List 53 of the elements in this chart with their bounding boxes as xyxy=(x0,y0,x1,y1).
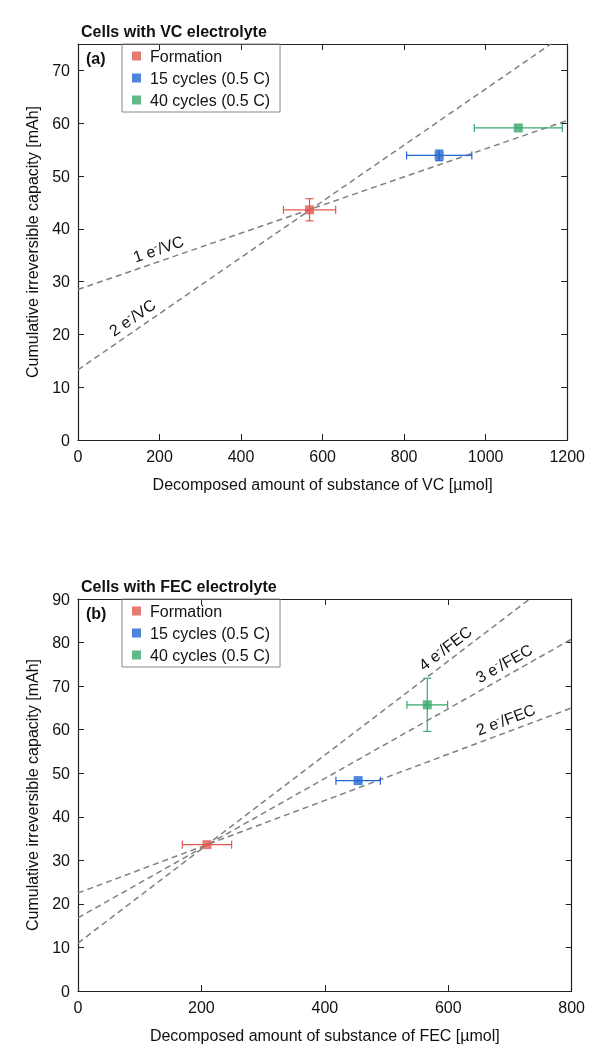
legend-label: 40 cycles (0.5 C) xyxy=(150,646,271,664)
y-tick-label: 70 xyxy=(52,677,71,695)
annotation: 2 e-/FEC xyxy=(473,700,538,739)
x-tick-label: 1000 xyxy=(467,447,504,465)
y-tick-label: 70 xyxy=(52,61,71,79)
y-tick-label: 30 xyxy=(52,851,71,869)
annotation: 1 e-/VC xyxy=(131,232,186,266)
x-tick-label: 0 xyxy=(73,998,83,1016)
y-tick-label: 50 xyxy=(52,167,71,185)
y-tick-label: 60 xyxy=(52,114,71,132)
legend-label: Formation xyxy=(150,602,223,620)
chart-title: Cells with VC electrolyte xyxy=(81,22,267,40)
y-tick-label: 0 xyxy=(61,431,71,449)
x-tick-label: 600 xyxy=(309,447,337,465)
x-axis-title: Decomposed amount of substance of VC [µmol] xyxy=(152,475,493,493)
y-tick-label: 80 xyxy=(52,634,71,652)
legend-label: 40 cycles (0.5 C) xyxy=(150,91,271,109)
y-tick-label: 40 xyxy=(52,220,71,238)
y-axis-title: Cumulative irreversible capacity [mAh] xyxy=(23,105,41,379)
x-tick-label: 1200 xyxy=(549,447,586,465)
x-tick-label: 0 xyxy=(73,447,83,465)
y-tick-label: 50 xyxy=(52,764,71,782)
x-tick-label: 200 xyxy=(146,447,173,465)
x-tick-label: 400 xyxy=(311,998,339,1016)
annotation: 2 e-/VC xyxy=(106,295,159,340)
x-axis-title: Decomposed amount of substance of FEC [µmol] xyxy=(149,1026,500,1044)
annotation: 3 e-/FEC xyxy=(472,640,536,687)
point xyxy=(422,700,432,710)
y-tick-label: 10 xyxy=(52,378,71,396)
annotation: (a) xyxy=(86,49,106,67)
x-tick-label: 200 xyxy=(188,998,215,1016)
x-tick-label: 800 xyxy=(390,447,418,465)
x-tick-label: 800 xyxy=(558,998,586,1016)
y-tick-label: 90 xyxy=(52,590,71,608)
point xyxy=(353,776,363,786)
y-tick-label: 30 xyxy=(52,273,71,291)
y-tick-label: 60 xyxy=(52,721,71,739)
point xyxy=(202,840,212,850)
chart-title: Cells with FEC electrolyte xyxy=(81,577,277,595)
x-tick-label: 400 xyxy=(227,447,255,465)
legend-label: Formation xyxy=(150,47,223,65)
legend-label: 15 cycles (0.5 C) xyxy=(150,624,271,642)
x-tick-label: 600 xyxy=(434,998,462,1016)
y-tick-label: 40 xyxy=(52,808,71,826)
y-tick-label: 10 xyxy=(52,938,71,956)
legend-label: 15 cycles (0.5 C) xyxy=(150,69,271,87)
y-tick-label: 20 xyxy=(52,895,71,913)
y-tick-label: 0 xyxy=(61,982,71,1000)
y-axis-title: Cumulative irreversible capacity [mAh] xyxy=(23,658,41,932)
annotation: (b) xyxy=(86,604,107,622)
point xyxy=(513,123,523,133)
point xyxy=(305,205,315,215)
y-tick-label: 20 xyxy=(52,325,71,343)
